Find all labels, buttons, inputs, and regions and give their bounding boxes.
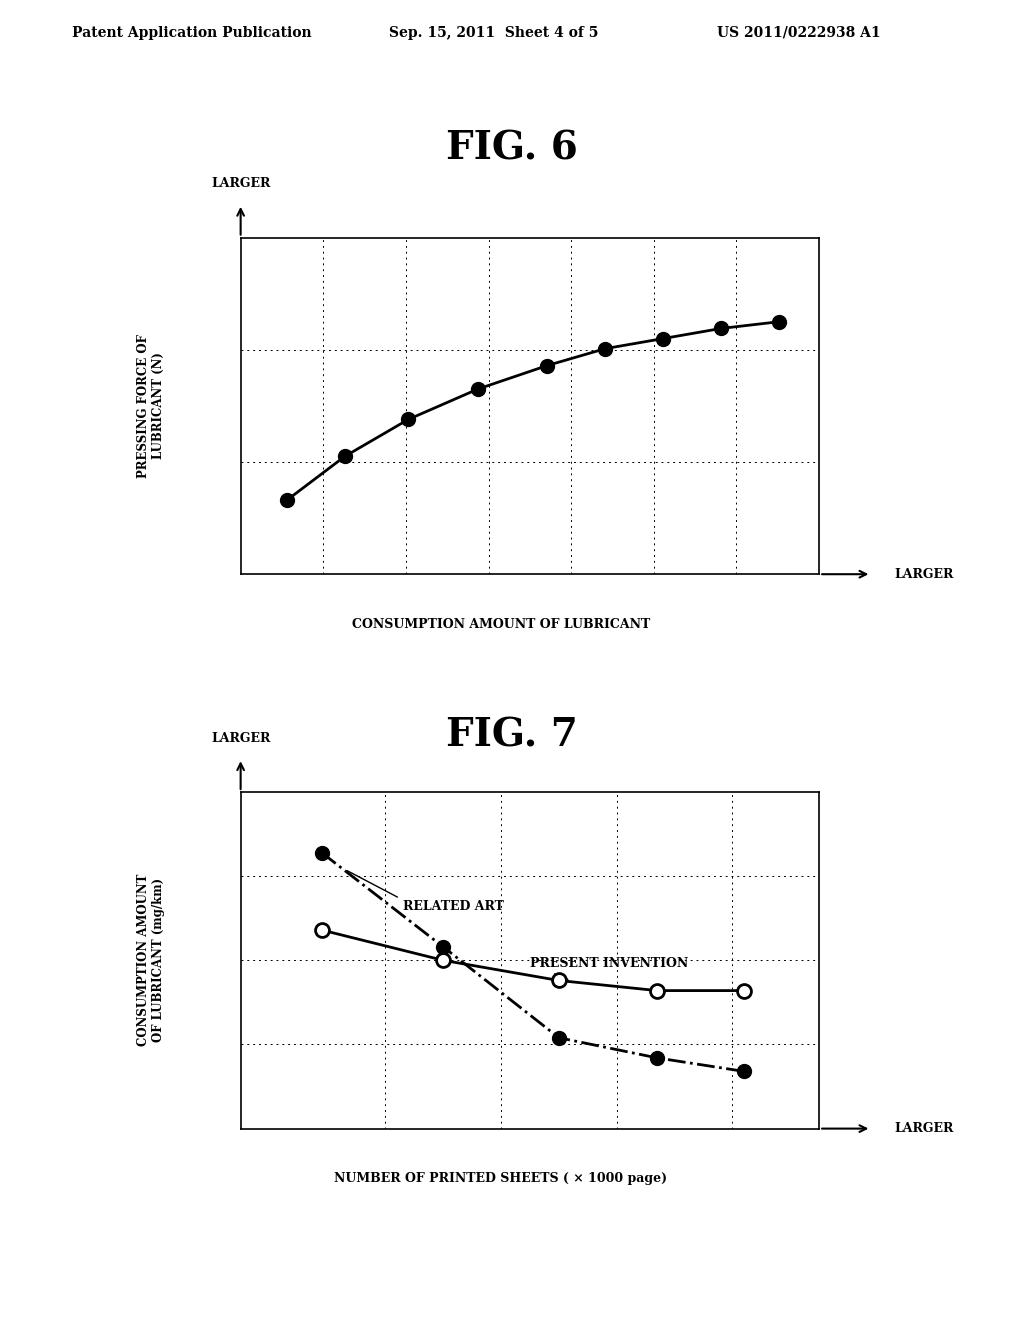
Text: CONSUMPTION AMOUNT
OF LUBRICANT (mg/km): CONSUMPTION AMOUNT OF LUBRICANT (mg/km) xyxy=(137,874,165,1047)
Text: FIG. 6: FIG. 6 xyxy=(446,129,578,168)
Text: Sep. 15, 2011  Sheet 4 of 5: Sep. 15, 2011 Sheet 4 of 5 xyxy=(389,26,598,40)
Text: NUMBER OF PRINTED SHEETS ( × 1000 page): NUMBER OF PRINTED SHEETS ( × 1000 page) xyxy=(335,1172,668,1185)
Text: PRESENT INVENTION: PRESENT INVENTION xyxy=(530,957,688,979)
Text: Patent Application Publication: Patent Application Publication xyxy=(72,26,311,40)
Text: CONSUMPTION AMOUNT OF LUBRICANT: CONSUMPTION AMOUNT OF LUBRICANT xyxy=(352,618,650,631)
Text: LARGER: LARGER xyxy=(211,177,270,190)
Text: PRESSING FORCE OF
LUBRICANT (N): PRESSING FORCE OF LUBRICANT (N) xyxy=(137,334,165,478)
Text: US 2011/0222938 A1: US 2011/0222938 A1 xyxy=(717,26,881,40)
Text: RELATED ART: RELATED ART xyxy=(347,871,504,913)
Text: LARGER: LARGER xyxy=(894,568,953,581)
Text: LARGER: LARGER xyxy=(211,731,270,744)
Text: LARGER: LARGER xyxy=(894,1122,953,1135)
Text: FIG. 7: FIG. 7 xyxy=(446,717,578,755)
